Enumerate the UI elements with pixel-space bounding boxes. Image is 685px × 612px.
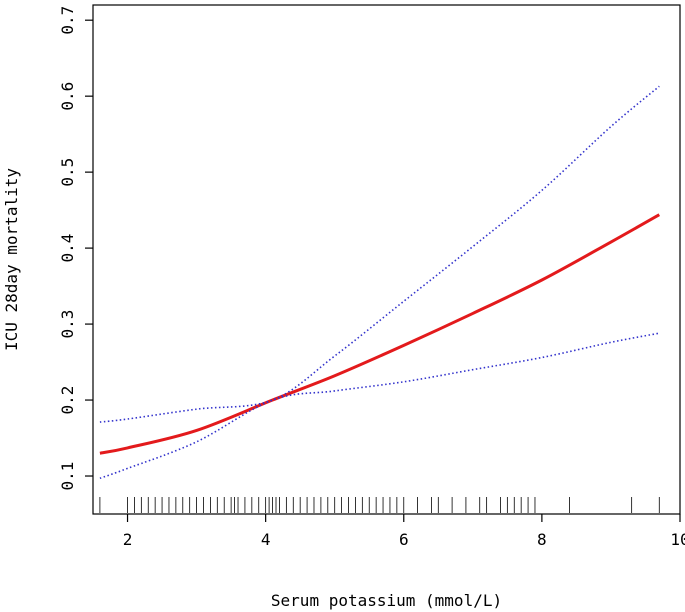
y-tick-label: 0.7 (58, 6, 77, 35)
x-axis: 2 4 6 8 10 (123, 514, 685, 549)
series-line-upper-ci (99, 85, 660, 423)
y-tick-label: 0.1 (58, 462, 77, 491)
y-axis-title: ICU 28day mortality (2, 168, 21, 351)
y-tick-label: 0.3 (58, 310, 77, 339)
series-lines (99, 85, 661, 480)
y-axis: 0.1 0.2 0.3 0.4 0.5 0.6 0.7 (58, 6, 93, 491)
x-tick-label: 2 (123, 530, 133, 549)
series-line-lower-ci (99, 332, 660, 480)
x-tick-label: 6 (399, 530, 409, 549)
x-tick-label: 10 (670, 530, 685, 549)
y-tick-label: 0.2 (58, 386, 77, 415)
plot-frame (92, 4, 681, 515)
y-tick-label: 0.4 (58, 234, 77, 263)
rug-marks (99, 497, 660, 513)
y-tick-label: 0.5 (58, 158, 77, 187)
y-tick-label: 0.6 (58, 82, 77, 111)
x-tick-label: 8 (537, 530, 547, 549)
series-line-estimate (99, 213, 661, 455)
x-tick-label: 4 (261, 530, 271, 549)
x-axis-title: Serum potassium (mmol/L) (271, 591, 502, 610)
